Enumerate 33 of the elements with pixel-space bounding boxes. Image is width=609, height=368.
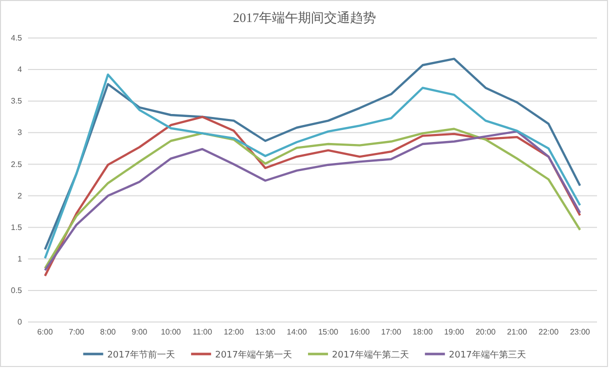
x-tick-label: 14:00 bbox=[286, 328, 308, 337]
legend-label: 2017年节前一天 bbox=[107, 350, 176, 360]
legend-label: 2017年端午第二天 bbox=[332, 350, 409, 360]
x-tick-label: 12:00 bbox=[224, 328, 244, 337]
x-tick-label: 16:00 bbox=[350, 328, 370, 337]
x-tick-label: 20:00 bbox=[476, 328, 496, 337]
y-tick-label: 0.5 bbox=[10, 286, 23, 296]
y-tick-label: 2.5 bbox=[10, 160, 23, 169]
y-tick-label: 4.5 bbox=[10, 34, 23, 43]
x-tick-label: 10:00 bbox=[160, 328, 182, 337]
y-tick-label: 1 bbox=[18, 254, 23, 264]
chart-title: 2017年端午期间交通趋势 bbox=[233, 10, 376, 25]
x-tick-label: 15:00 bbox=[318, 328, 339, 337]
x-tick-label: 13:00 bbox=[255, 328, 276, 337]
y-tick-label: 2 bbox=[18, 191, 23, 200]
x-tick-label: 17:00 bbox=[381, 328, 402, 337]
x-tick-label: 18:00 bbox=[412, 328, 434, 337]
x-tick-label: 7:00 bbox=[68, 328, 85, 337]
y-tick-label: 4 bbox=[18, 65, 23, 74]
y-tick-label: 3.5 bbox=[10, 96, 23, 106]
legend-label: 2017年端午第三天 bbox=[448, 350, 526, 360]
y-tick-label: 0 bbox=[18, 318, 23, 327]
x-tick-label: 8:00 bbox=[100, 328, 116, 337]
x-tick-label: 11:00 bbox=[192, 328, 213, 337]
x-tick-label: 9:00 bbox=[132, 328, 148, 337]
y-tick-label: 3 bbox=[18, 128, 23, 138]
x-tick-label: 19:00 bbox=[444, 328, 465, 337]
y-tick-label: 1.5 bbox=[10, 222, 23, 232]
legend-label: 2017年端午第一天 bbox=[215, 350, 292, 360]
x-tick-label: 23:00 bbox=[570, 328, 591, 337]
x-tick-label: 22:00 bbox=[538, 328, 560, 337]
x-tick-label: 6:00 bbox=[37, 328, 54, 337]
x-tick-label: 21:00 bbox=[507, 328, 528, 337]
